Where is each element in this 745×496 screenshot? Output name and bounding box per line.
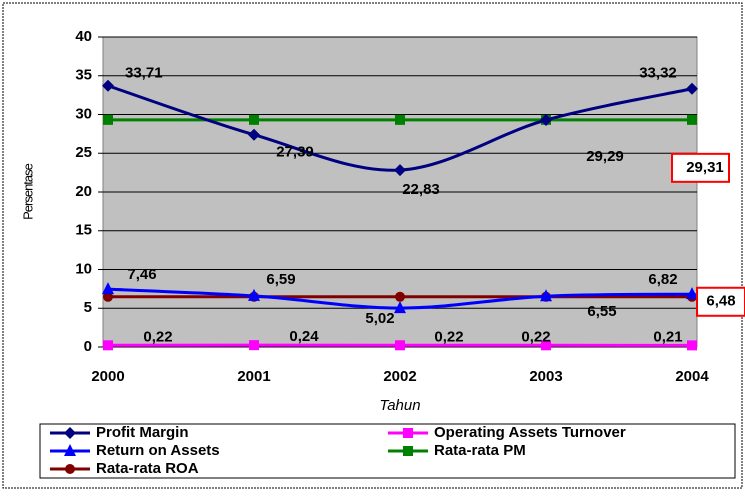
x-tick-label: 2001: [237, 368, 270, 385]
marker: [249, 340, 259, 350]
data-label: 5,02: [365, 310, 394, 327]
x-axis-title: Tahun: [379, 397, 420, 414]
marker: [403, 428, 413, 438]
marker: [249, 115, 259, 125]
x-tick-label: 2002: [383, 368, 416, 385]
legend-label: Rata-rata PM: [434, 442, 526, 459]
y-tick-label: 40: [75, 28, 92, 45]
y-tick-label: 20: [75, 183, 92, 200]
data-label: 0,22: [143, 328, 172, 345]
data-label: 0,21: [653, 328, 682, 345]
y-tick-label: 15: [75, 222, 92, 239]
x-tick-label: 2004: [675, 368, 709, 385]
y-tick-label: 25: [75, 144, 92, 161]
data-label: 0,22: [434, 328, 463, 345]
data-label: 33,32: [639, 65, 677, 82]
marker: [395, 292, 405, 302]
marker: [103, 340, 113, 350]
legend-label: Rata-rata ROA: [96, 460, 199, 477]
legend-label: Operating Assets Turnover: [434, 424, 626, 441]
data-label: 29,31: [686, 159, 724, 176]
data-label: 33,71: [125, 65, 163, 82]
data-label: 0,22: [521, 328, 550, 345]
data-label: 29,29: [586, 148, 624, 165]
data-label: 6,59: [266, 271, 295, 288]
data-label: 0,24: [289, 328, 319, 345]
y-tick-label: 30: [75, 105, 92, 122]
legend-label: Profit Margin: [96, 424, 189, 441]
data-label: 22,83: [402, 181, 440, 198]
x-tick-label: 2000: [91, 368, 124, 385]
marker: [395, 340, 405, 350]
marker: [103, 115, 113, 125]
legend-label: Return on Assets: [96, 442, 220, 459]
y-tick-label: 10: [75, 260, 92, 277]
marker: [403, 446, 413, 456]
marker: [687, 115, 697, 125]
marker: [687, 340, 697, 350]
y-tick-label: 35: [75, 67, 92, 84]
y-axis-title: Persentase: [20, 163, 35, 220]
data-label: 6,82: [648, 271, 677, 288]
data-label: 27,39: [276, 144, 314, 161]
x-tick-label: 2003: [529, 368, 562, 385]
marker: [65, 464, 75, 474]
data-label: 6,55: [587, 303, 616, 320]
data-label: 6,48: [706, 293, 735, 310]
data-label: 7,46: [127, 266, 156, 283]
y-tick-label: 5: [84, 299, 92, 316]
y-tick-label: 0: [84, 338, 92, 355]
marker: [395, 115, 405, 125]
